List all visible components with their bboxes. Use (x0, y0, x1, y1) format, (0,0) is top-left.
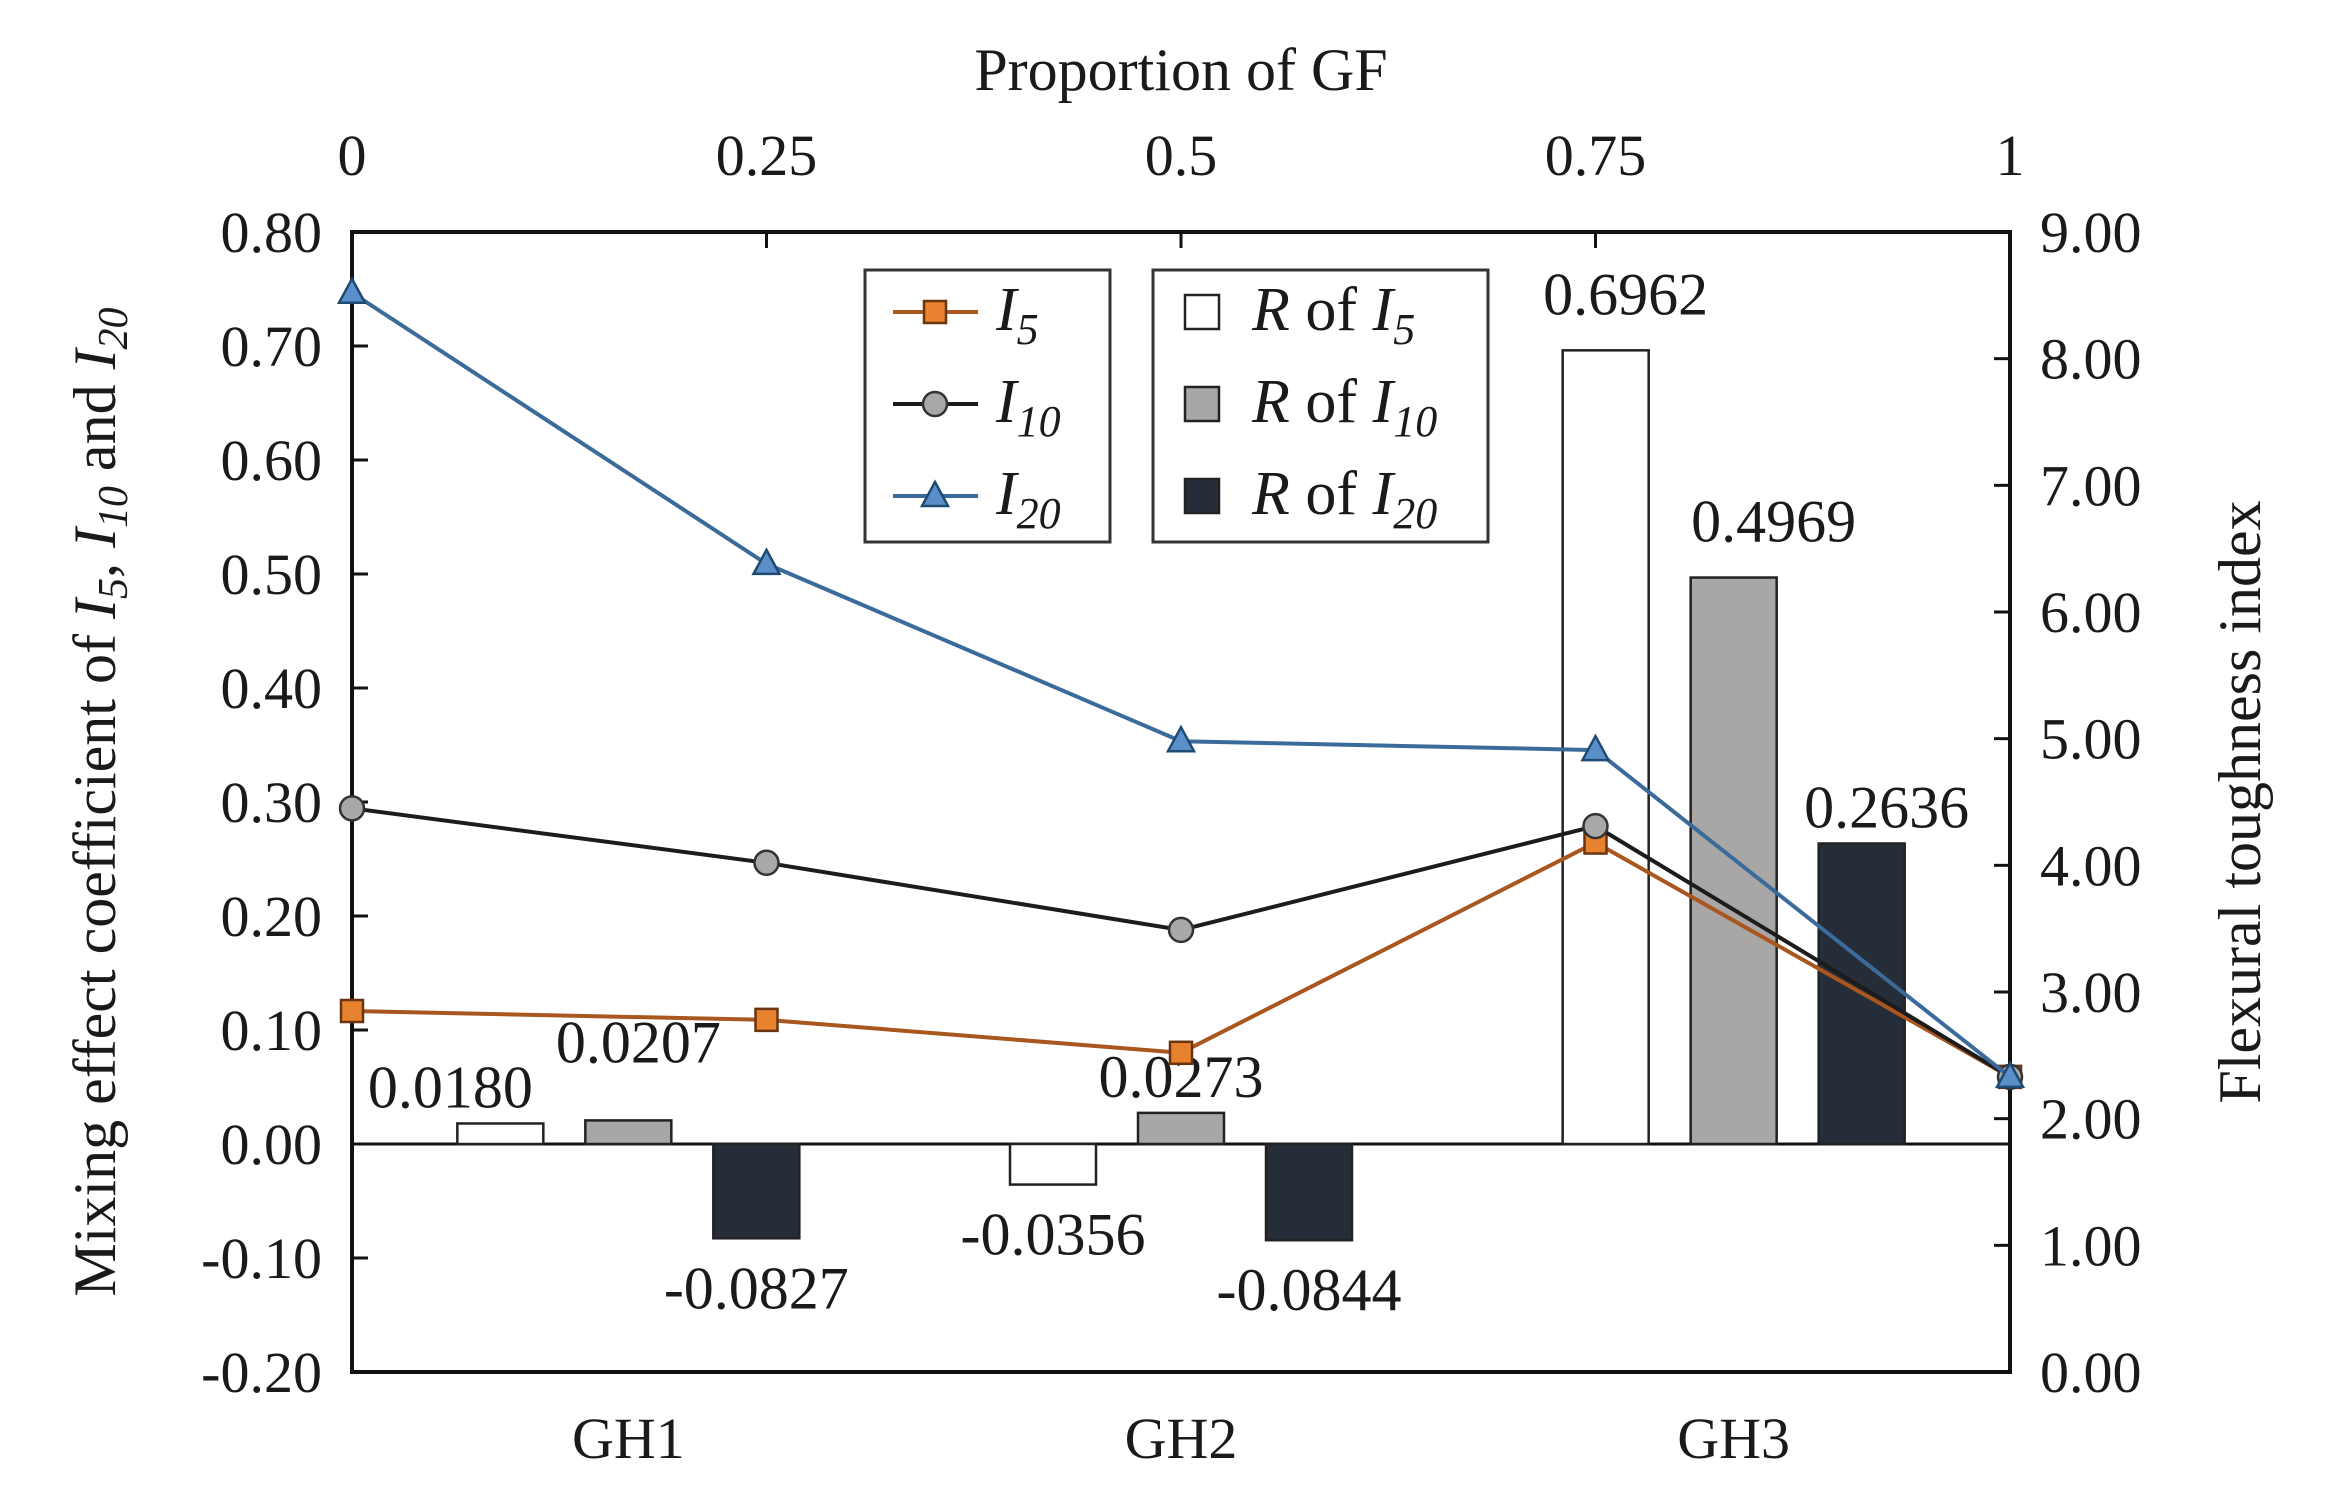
marker-i20 (1994, 1060, 2026, 1089)
left-tick-label: 0.10 (221, 998, 323, 1063)
left-tick-label: -0.20 (201, 1340, 322, 1405)
marker-i10 (1167, 916, 1195, 944)
marker-i20 (1580, 733, 1611, 762)
legend-marker-i5 (922, 299, 948, 325)
top-tick-label: 0.5 (1145, 123, 1218, 188)
bar-r-of-i20-gh2 (1264, 1142, 1354, 1242)
marker-i5 (339, 998, 365, 1024)
legend-label-r-of-i5: R of I5 (1251, 276, 1415, 354)
marker-i10 (1582, 812, 1609, 840)
right-tick-label: 5.00 (2040, 707, 2142, 772)
bar-value-label: -0.0827 (664, 1255, 849, 1321)
marker-i20 (1165, 724, 1197, 753)
legend-label-i20: I20 (995, 460, 1061, 538)
legend-swatch-r-of-i10 (1183, 385, 1221, 423)
left-tick-label: 0.30 (221, 770, 323, 835)
bar-value-label: 0.2636 (1804, 774, 1969, 840)
top-tick-label: 1 (1996, 123, 2025, 188)
bar-value-label: -0.0844 (1217, 1257, 1402, 1323)
bar-value-label: 0.4969 (1691, 489, 1856, 555)
bar-value-label: 0.0180 (368, 1054, 533, 1120)
top-axis-title: Proportion of GF (974, 37, 1387, 103)
left-tick-label: 0.70 (221, 314, 323, 379)
bar-r-of-i5-gh1 (456, 1122, 545, 1146)
left-tick-label: -0.10 (201, 1226, 322, 1291)
bar-value-label: 0.6962 (1543, 261, 1708, 327)
marker-i5 (754, 1007, 779, 1033)
right-tick-label: 3.00 (2040, 960, 2142, 1025)
top-tick-label: 0.75 (1545, 123, 1647, 188)
group-label-gh3: GH3 (1677, 1406, 1790, 1471)
left-tick-label: 0.60 (221, 428, 323, 493)
legend-label-i5: I5 (995, 276, 1039, 354)
left-tick-label: 0.40 (221, 656, 323, 721)
right-tick-label: 7.00 (2040, 453, 2142, 518)
bar-r-of-i10-gh2 (1136, 1111, 1226, 1146)
legend-marker-i20 (919, 479, 951, 508)
bar-value-label: -0.0356 (961, 1202, 1146, 1268)
right-axis-title: Flexural toughness index (2207, 500, 2273, 1103)
left-tick-label: 0.20 (221, 884, 323, 949)
right-tick-label: 2.00 (2040, 1087, 2142, 1152)
marker-i20 (336, 276, 368, 305)
left-tick-label: 0.80 (221, 200, 323, 265)
bar-r-of-i5-gh3 (1561, 349, 1650, 1146)
left-tick-label: 0.00 (221, 1112, 323, 1177)
legend-bars: R of I5 R of I10 R of I20 (1151, 268, 1490, 544)
marker-i20 (751, 547, 782, 576)
bar-r-of-i5-gh2 (1008, 1142, 1098, 1186)
top-tick-label: 0.25 (716, 123, 818, 188)
legend-swatch-r-of-i20 (1183, 477, 1221, 515)
bar-r-of-i10-gh1 (584, 1119, 673, 1146)
marker-i10 (338, 795, 366, 822)
legend-label-r-of-i20: R of I20 (1251, 460, 1437, 538)
right-tick-label: 4.00 (2040, 833, 2142, 898)
bar-value-label: 0.0207 (556, 1009, 721, 1075)
legend-marker-i10 (921, 390, 949, 418)
right-tick-label: 8.00 (2040, 327, 2142, 392)
bar-r-of-i20-gh1 (712, 1142, 801, 1240)
right-tick-label: 1.00 (2040, 1213, 2142, 1278)
group-label-gh2: GH2 (1125, 1406, 1238, 1471)
marker-i10 (753, 849, 780, 877)
right-tick-label: 0.00 (2040, 1340, 2142, 1405)
legend-lines: I5 I10 I20 (863, 268, 1112, 544)
legend-swatch-r-of-i5 (1183, 293, 1221, 331)
top-tick-label: 0 (338, 123, 367, 188)
marker-i5 (1168, 1040, 1194, 1066)
right-tick-label: 9.00 (2040, 200, 2142, 265)
left-tick-label: 0.50 (221, 542, 323, 607)
legend-label-i10: I10 (995, 368, 1061, 446)
group-label-gh1: GH1 (572, 1406, 685, 1471)
legend-label-r-of-i10: R of I10 (1251, 368, 1437, 446)
right-tick-label: 6.00 (2040, 580, 2142, 645)
left-axis-title: Mixing effect coefficient of I5, I10 and… (62, 307, 137, 1296)
